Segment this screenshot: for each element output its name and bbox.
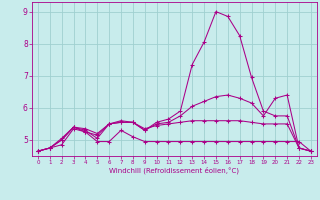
X-axis label: Windchill (Refroidissement éolien,°C): Windchill (Refroidissement éolien,°C) <box>109 167 239 174</box>
